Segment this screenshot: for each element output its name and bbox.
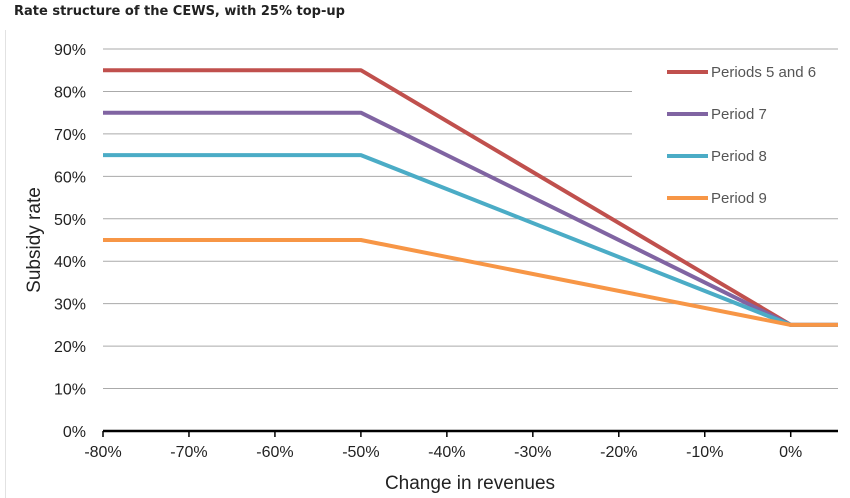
x-tick-label: -50% bbox=[342, 444, 379, 461]
x-tick-label: -70% bbox=[170, 444, 207, 461]
x-tick-label: -40% bbox=[428, 444, 465, 461]
legend-label: Periods 5 and 6 bbox=[711, 64, 816, 81]
x-tick-label: 0% bbox=[779, 444, 802, 461]
legend-label: Period 7 bbox=[711, 106, 767, 123]
x-tick-label: -30% bbox=[514, 444, 551, 461]
x-tick-label: -60% bbox=[256, 444, 293, 461]
series-line bbox=[103, 238, 838, 327]
y-tick-label: 0% bbox=[63, 424, 86, 441]
x-tick-label: -10% bbox=[686, 444, 723, 461]
x-axis bbox=[102, 429, 838, 437]
legend-label: Period 9 bbox=[711, 190, 767, 207]
y-axis-label: Subsidy rate bbox=[24, 187, 45, 293]
y-tick-label: 50% bbox=[54, 212, 86, 229]
x-axis-ticks: -80% -70% -60% -50% -40% -30% -20% -10% 0% bbox=[84, 444, 802, 461]
x-tick-label: -20% bbox=[600, 444, 637, 461]
x-axis-label: Change in revenues bbox=[385, 473, 555, 494]
y-tick-label: 80% bbox=[54, 84, 86, 101]
y-tick-label: 90% bbox=[54, 42, 86, 59]
y-tick-label: 60% bbox=[54, 169, 86, 186]
y-tick-label: 20% bbox=[54, 339, 86, 356]
y-tick-label: 70% bbox=[54, 127, 86, 144]
panel-left-border bbox=[5, 30, 6, 498]
y-axis-ticks: 0% 10% 20% 30% 40% 50% 60% 70% 80% 90% bbox=[54, 42, 86, 441]
y-tick-label: 10% bbox=[54, 382, 86, 399]
y-tick-label: 40% bbox=[54, 254, 86, 271]
series-lines bbox=[103, 68, 838, 327]
legend: Periods 5 and 6 Period 7 Period 8 Period 9 bbox=[667, 64, 816, 207]
chart-title: Rate structure of the CEWS, with 25% top… bbox=[14, 4, 345, 19]
x-tick-label: -80% bbox=[84, 444, 121, 461]
y-tick-label: 30% bbox=[54, 297, 86, 314]
legend-label: Period 8 bbox=[711, 148, 767, 165]
gridlines bbox=[103, 48, 838, 390]
